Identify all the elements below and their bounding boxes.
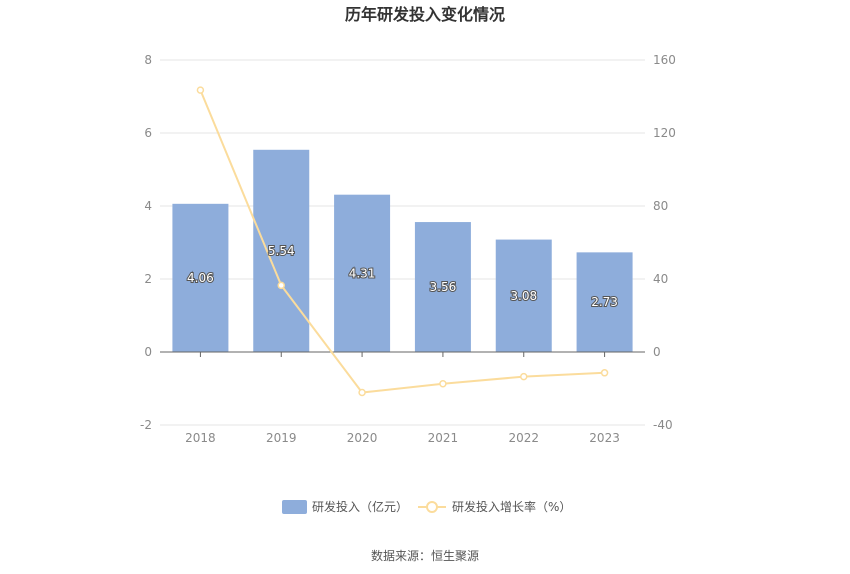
x-tick-label: 2020 [347, 431, 378, 445]
bar-label: 2.73 [591, 295, 618, 309]
x-tick-label: 2018 [185, 431, 216, 445]
bar [576, 252, 633, 352]
data-source: 数据来源：恒生聚源 [371, 548, 479, 563]
right-tick-label: 0 [653, 345, 661, 359]
line-series [196, 86, 609, 397]
bar-data-labels: 4.06 5.54 4.31 3.56 3.08 2.73 [186, 243, 619, 310]
right-axis-ticks: -40 0 40 80 120 160 [653, 53, 676, 432]
legend-line-label: 研发投入增长率（%） [452, 499, 571, 514]
bar-label: 4.06 [187, 271, 214, 285]
growth-rate-line [199, 89, 605, 394]
growth-rate-point [196, 86, 205, 94]
left-tick-label: 2 [144, 272, 152, 286]
bar [172, 203, 229, 352]
x-tick-label: 2019 [266, 431, 297, 445]
legend-bar-label: 研发投入（亿元） [312, 499, 408, 514]
left-tick-label: 6 [144, 126, 152, 140]
legend-line-marker [426, 501, 438, 513]
bar-label: 5.54 [268, 244, 295, 258]
left-tick-label: 0 [144, 345, 152, 359]
x-tick-label: 2022 [508, 431, 539, 445]
left-tick-label: -2 [140, 418, 152, 432]
legend-item-line[interactable]: 研发投入增长率（%） [418, 499, 571, 514]
x-tick-label: 2021 [428, 431, 459, 445]
bar-label: 3.56 [430, 280, 457, 294]
bar [414, 222, 471, 352]
right-tick-label: 120 [653, 126, 676, 140]
x-tick-label: 2023 [589, 431, 620, 445]
legend-bar-swatch [282, 500, 307, 514]
bar [253, 149, 310, 352]
left-axis-ticks: -2 0 2 4 6 8 [140, 53, 152, 432]
legend: 研发投入（亿元） 研发投入增长率（%） [282, 499, 571, 514]
growth-rate-point [520, 372, 528, 381]
chart-title: 历年研发投入变化情况 [345, 5, 505, 24]
bar-series [172, 149, 633, 352]
right-tick-label: -40 [653, 418, 673, 432]
right-tick-label: 40 [653, 272, 668, 286]
gridlines [160, 59, 645, 426]
legend-item-bar[interactable]: 研发投入（亿元） [282, 499, 408, 514]
growth-rate-point [358, 388, 366, 397]
growth-rate-point [600, 369, 609, 377]
growth-rate-point [439, 380, 447, 388]
growth-rate-point [277, 281, 285, 290]
bar [495, 239, 552, 352]
bar [334, 194, 391, 352]
left-tick-label: 8 [144, 53, 152, 67]
x-axis-ticks: 2018 2019 2020 2021 2022 2023 [185, 352, 620, 445]
bar-label: 3.08 [510, 289, 537, 303]
right-tick-label: 80 [653, 199, 668, 213]
right-tick-label: 160 [653, 53, 676, 67]
bar-label: 4.31 [349, 266, 376, 280]
left-tick-label: 4 [144, 199, 152, 213]
